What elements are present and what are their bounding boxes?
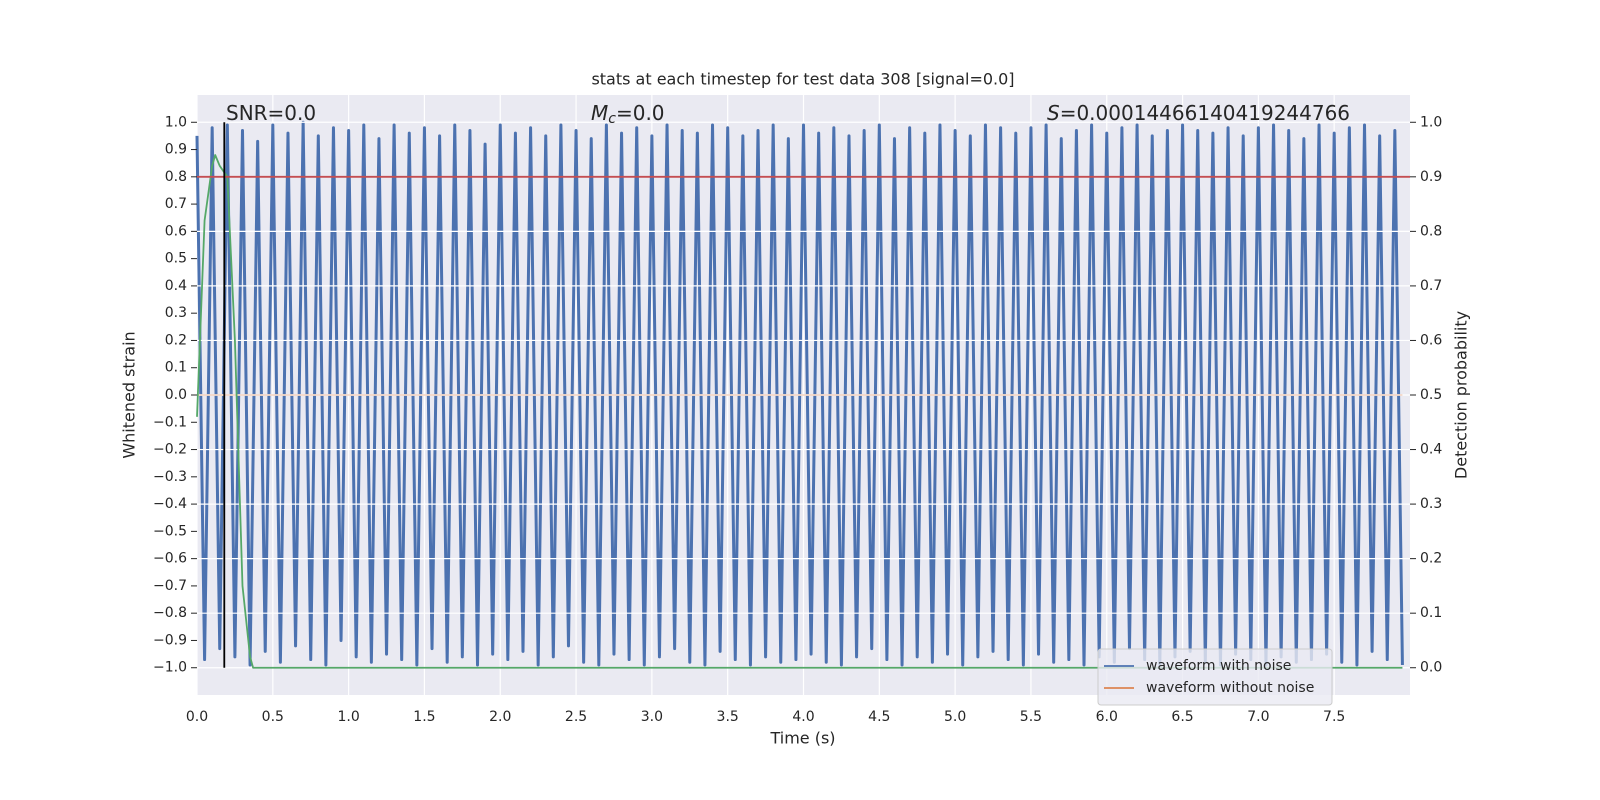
y-tick-label: 0.0 (165, 387, 187, 403)
x-tick-label: 4.5 (868, 709, 890, 725)
annotation-symbol: M (591, 101, 608, 125)
y-tick-label: 0.6 (165, 223, 187, 239)
y-tick-label: −0.9 (153, 632, 187, 648)
x-tick-label: 2.5 (565, 709, 587, 725)
x-tick-label: 3.0 (641, 709, 663, 725)
legend-box (1097, 648, 1333, 706)
y-tick-label: −0.2 (153, 442, 187, 458)
annotation: S=0.00014466140419244766 (1047, 101, 1350, 125)
x-tick-label: 6.0 (1096, 709, 1118, 725)
y2-tick-label: 0.9 (1420, 169, 1442, 185)
x-tick-label: 5.5 (1020, 709, 1042, 725)
x-axis-label: Time (s) (769, 729, 835, 748)
x-tick-label: 2.0 (489, 709, 511, 725)
annotation-text: SNR=0.0 (226, 101, 316, 125)
y2-tick-label: 0.7 (1420, 278, 1442, 294)
y2-axis-label: Detection probability (1452, 311, 1471, 479)
x-tick-label: 6.5 (1171, 709, 1193, 725)
y-tick-label: −0.7 (153, 578, 187, 594)
y-tick-label: 0.3 (165, 305, 187, 321)
x-tick-label: 1.0 (337, 709, 359, 725)
y-tick-label: 0.8 (165, 169, 187, 185)
y2-tick-label: 0.8 (1420, 223, 1442, 239)
y2-tick-label: 1.0 (1420, 114, 1442, 130)
x-tick-label: 7.0 (1247, 709, 1269, 725)
y-tick-label: 0.7 (165, 196, 187, 212)
x-tick-label: 5.0 (944, 709, 966, 725)
annotation-text: =0.0 (616, 101, 665, 125)
line-series (195, 120, 1404, 667)
x-tick-label: 3.5 (717, 709, 739, 725)
y2-tick-label: 0.3 (1420, 496, 1442, 512)
legend-label: waveform with noise (1146, 658, 1291, 674)
y-axis-label: Whitened strain (120, 331, 139, 458)
x-tick-label: 1.5 (413, 709, 435, 725)
y2-tick-label: 0.2 (1420, 551, 1442, 567)
y-tick-label: 1.0 (165, 114, 187, 130)
y-tick-label: 0.5 (165, 251, 187, 267)
annotation-subscript: c (608, 111, 616, 127)
y-tick-label: −0.8 (153, 605, 187, 621)
annotation-text: =0.00014466140419244766 (1060, 101, 1350, 125)
annotation: SNR=0.0 (226, 101, 316, 125)
y-tick-label: 0.1 (165, 360, 187, 376)
y-tick-label: 0.2 (165, 332, 187, 348)
annotation-symbol: S (1047, 101, 1060, 125)
x-tick-label: 7.5 (1323, 709, 1345, 725)
x-tick-label: 0.5 (262, 709, 284, 725)
y-tick-label: −0.5 (153, 523, 187, 539)
x-tick-label: 0.0 (186, 709, 208, 725)
y2-tick-label: 0.0 (1420, 660, 1442, 676)
y-tick-label: 0.9 (165, 142, 187, 158)
x-tick-label: 4.0 (792, 709, 814, 725)
y2-tick-label: 0.4 (1420, 442, 1442, 458)
y-tick-label: −0.3 (153, 469, 187, 485)
y-tick-label: 0.4 (165, 278, 187, 294)
y-tick-label: −1.0 (153, 660, 187, 676)
y2-tick-label: 0.6 (1420, 332, 1442, 348)
legend-label: waveform without noise (1146, 680, 1314, 696)
y2-tick-label: 0.1 (1420, 605, 1442, 621)
annotation: Mc=0.0 (591, 101, 665, 128)
y-tick-label: −0.6 (153, 551, 187, 567)
y-tick-label: −0.1 (153, 414, 187, 430)
y2-tick-label: 0.5 (1420, 387, 1442, 403)
chart-title: stats at each timestep for test data 308… (591, 70, 1014, 89)
y-tick-label: −0.4 (153, 496, 187, 512)
